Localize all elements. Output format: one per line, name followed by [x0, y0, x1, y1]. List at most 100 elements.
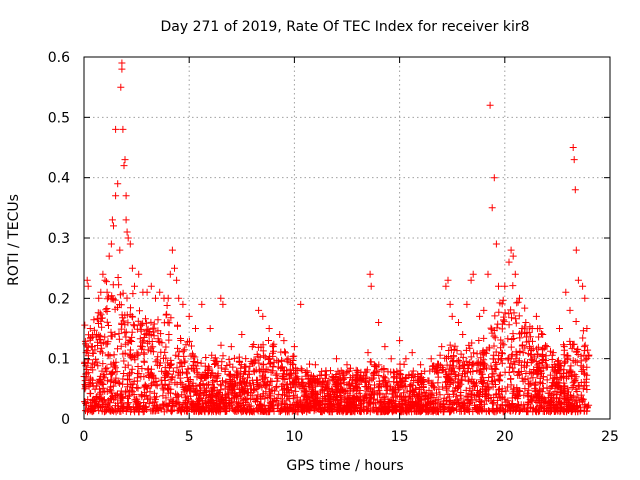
- data-point: [137, 342, 145, 350]
- data-point: [153, 356, 161, 364]
- data-point: [198, 300, 206, 308]
- data-point: [94, 362, 102, 370]
- data-point: [397, 378, 405, 386]
- data-point: [468, 390, 475, 398]
- data-point: [457, 350, 465, 358]
- data-point: [257, 395, 265, 403]
- data-point: [297, 300, 305, 308]
- data-point: [424, 377, 432, 385]
- data-point: [475, 392, 483, 400]
- data-point: [408, 381, 416, 389]
- data-point: [168, 246, 176, 254]
- data-point: [392, 400, 400, 408]
- data-point: [431, 403, 439, 411]
- data-point: [363, 402, 371, 410]
- data-point: [152, 358, 160, 366]
- data-point: [259, 347, 267, 355]
- data-point: [140, 350, 148, 358]
- data-point: [367, 282, 375, 290]
- data-point: [491, 365, 499, 372]
- data-point: [517, 361, 525, 369]
- data-point: [465, 376, 473, 384]
- data-point: [174, 321, 181, 329]
- data-point: [572, 246, 580, 254]
- data-point: [145, 400, 153, 408]
- data-point: [247, 395, 255, 403]
- data-point: [483, 346, 491, 354]
- data-point: [259, 312, 267, 320]
- data-point: [270, 358, 278, 366]
- data-point: [529, 394, 537, 402]
- data-point: [219, 352, 227, 360]
- data-point: [464, 361, 472, 368]
- data-point: [512, 392, 520, 400]
- data-point: [324, 379, 332, 387]
- data-point: [499, 408, 507, 416]
- data-point: [224, 389, 232, 397]
- data-point: [197, 395, 205, 403]
- data-point: [510, 385, 518, 393]
- data-point: [177, 406, 185, 413]
- data-point: [439, 406, 447, 413]
- data-point: [205, 366, 213, 374]
- data-point: [107, 240, 115, 248]
- data-point: [265, 354, 273, 362]
- data-point: [122, 192, 130, 200]
- data-point: [538, 353, 546, 361]
- data-point: [442, 386, 450, 394]
- data-point: [331, 403, 339, 411]
- data-point: [517, 401, 525, 409]
- data-point: [124, 375, 131, 383]
- data-point: [206, 397, 214, 405]
- data-point: [543, 363, 551, 371]
- data-point: [111, 305, 119, 313]
- x-tick-label: 0: [80, 429, 89, 445]
- data-point: [229, 405, 237, 413]
- data-point: [237, 364, 245, 372]
- data-point: [374, 408, 382, 416]
- data-point: [404, 406, 412, 414]
- data-point: [122, 387, 130, 395]
- data-point: [138, 393, 146, 401]
- data-point: [509, 404, 517, 412]
- data-point: [311, 377, 319, 385]
- data-point: [499, 393, 507, 401]
- data-point: [272, 397, 280, 404]
- data-point: [313, 380, 321, 388]
- data-point: [290, 392, 298, 400]
- data-point: [419, 376, 427, 383]
- data-point: [215, 407, 223, 415]
- data-point: [105, 322, 112, 329]
- data-point: [199, 399, 207, 407]
- data-point: [476, 312, 484, 320]
- data-point: [409, 367, 417, 375]
- data-point: [581, 341, 589, 349]
- data-point: [383, 382, 390, 390]
- data-point: [225, 394, 233, 402]
- data-point: [286, 375, 294, 383]
- data-point: [398, 382, 406, 390]
- data-point: [349, 372, 357, 380]
- data-point: [430, 394, 438, 402]
- data-point: [212, 373, 220, 381]
- data-point: [480, 306, 488, 314]
- data-point: [160, 354, 167, 362]
- data-point: [577, 352, 585, 360]
- data-point: [458, 401, 466, 409]
- data-point: [487, 362, 495, 370]
- data-point: [167, 314, 175, 322]
- data-point: [408, 349, 416, 357]
- data-point: [345, 406, 353, 414]
- data-point: [337, 380, 345, 388]
- data-point: [209, 378, 216, 386]
- data-point: [492, 365, 500, 373]
- data-point: [91, 397, 98, 405]
- data-point: [490, 332, 498, 340]
- data-point: [580, 378, 588, 386]
- data-point: [184, 405, 191, 413]
- data-point: [497, 356, 505, 364]
- data-point: [490, 342, 498, 350]
- data-point: [162, 343, 170, 351]
- data-point: [417, 361, 425, 369]
- data-point: [125, 399, 132, 407]
